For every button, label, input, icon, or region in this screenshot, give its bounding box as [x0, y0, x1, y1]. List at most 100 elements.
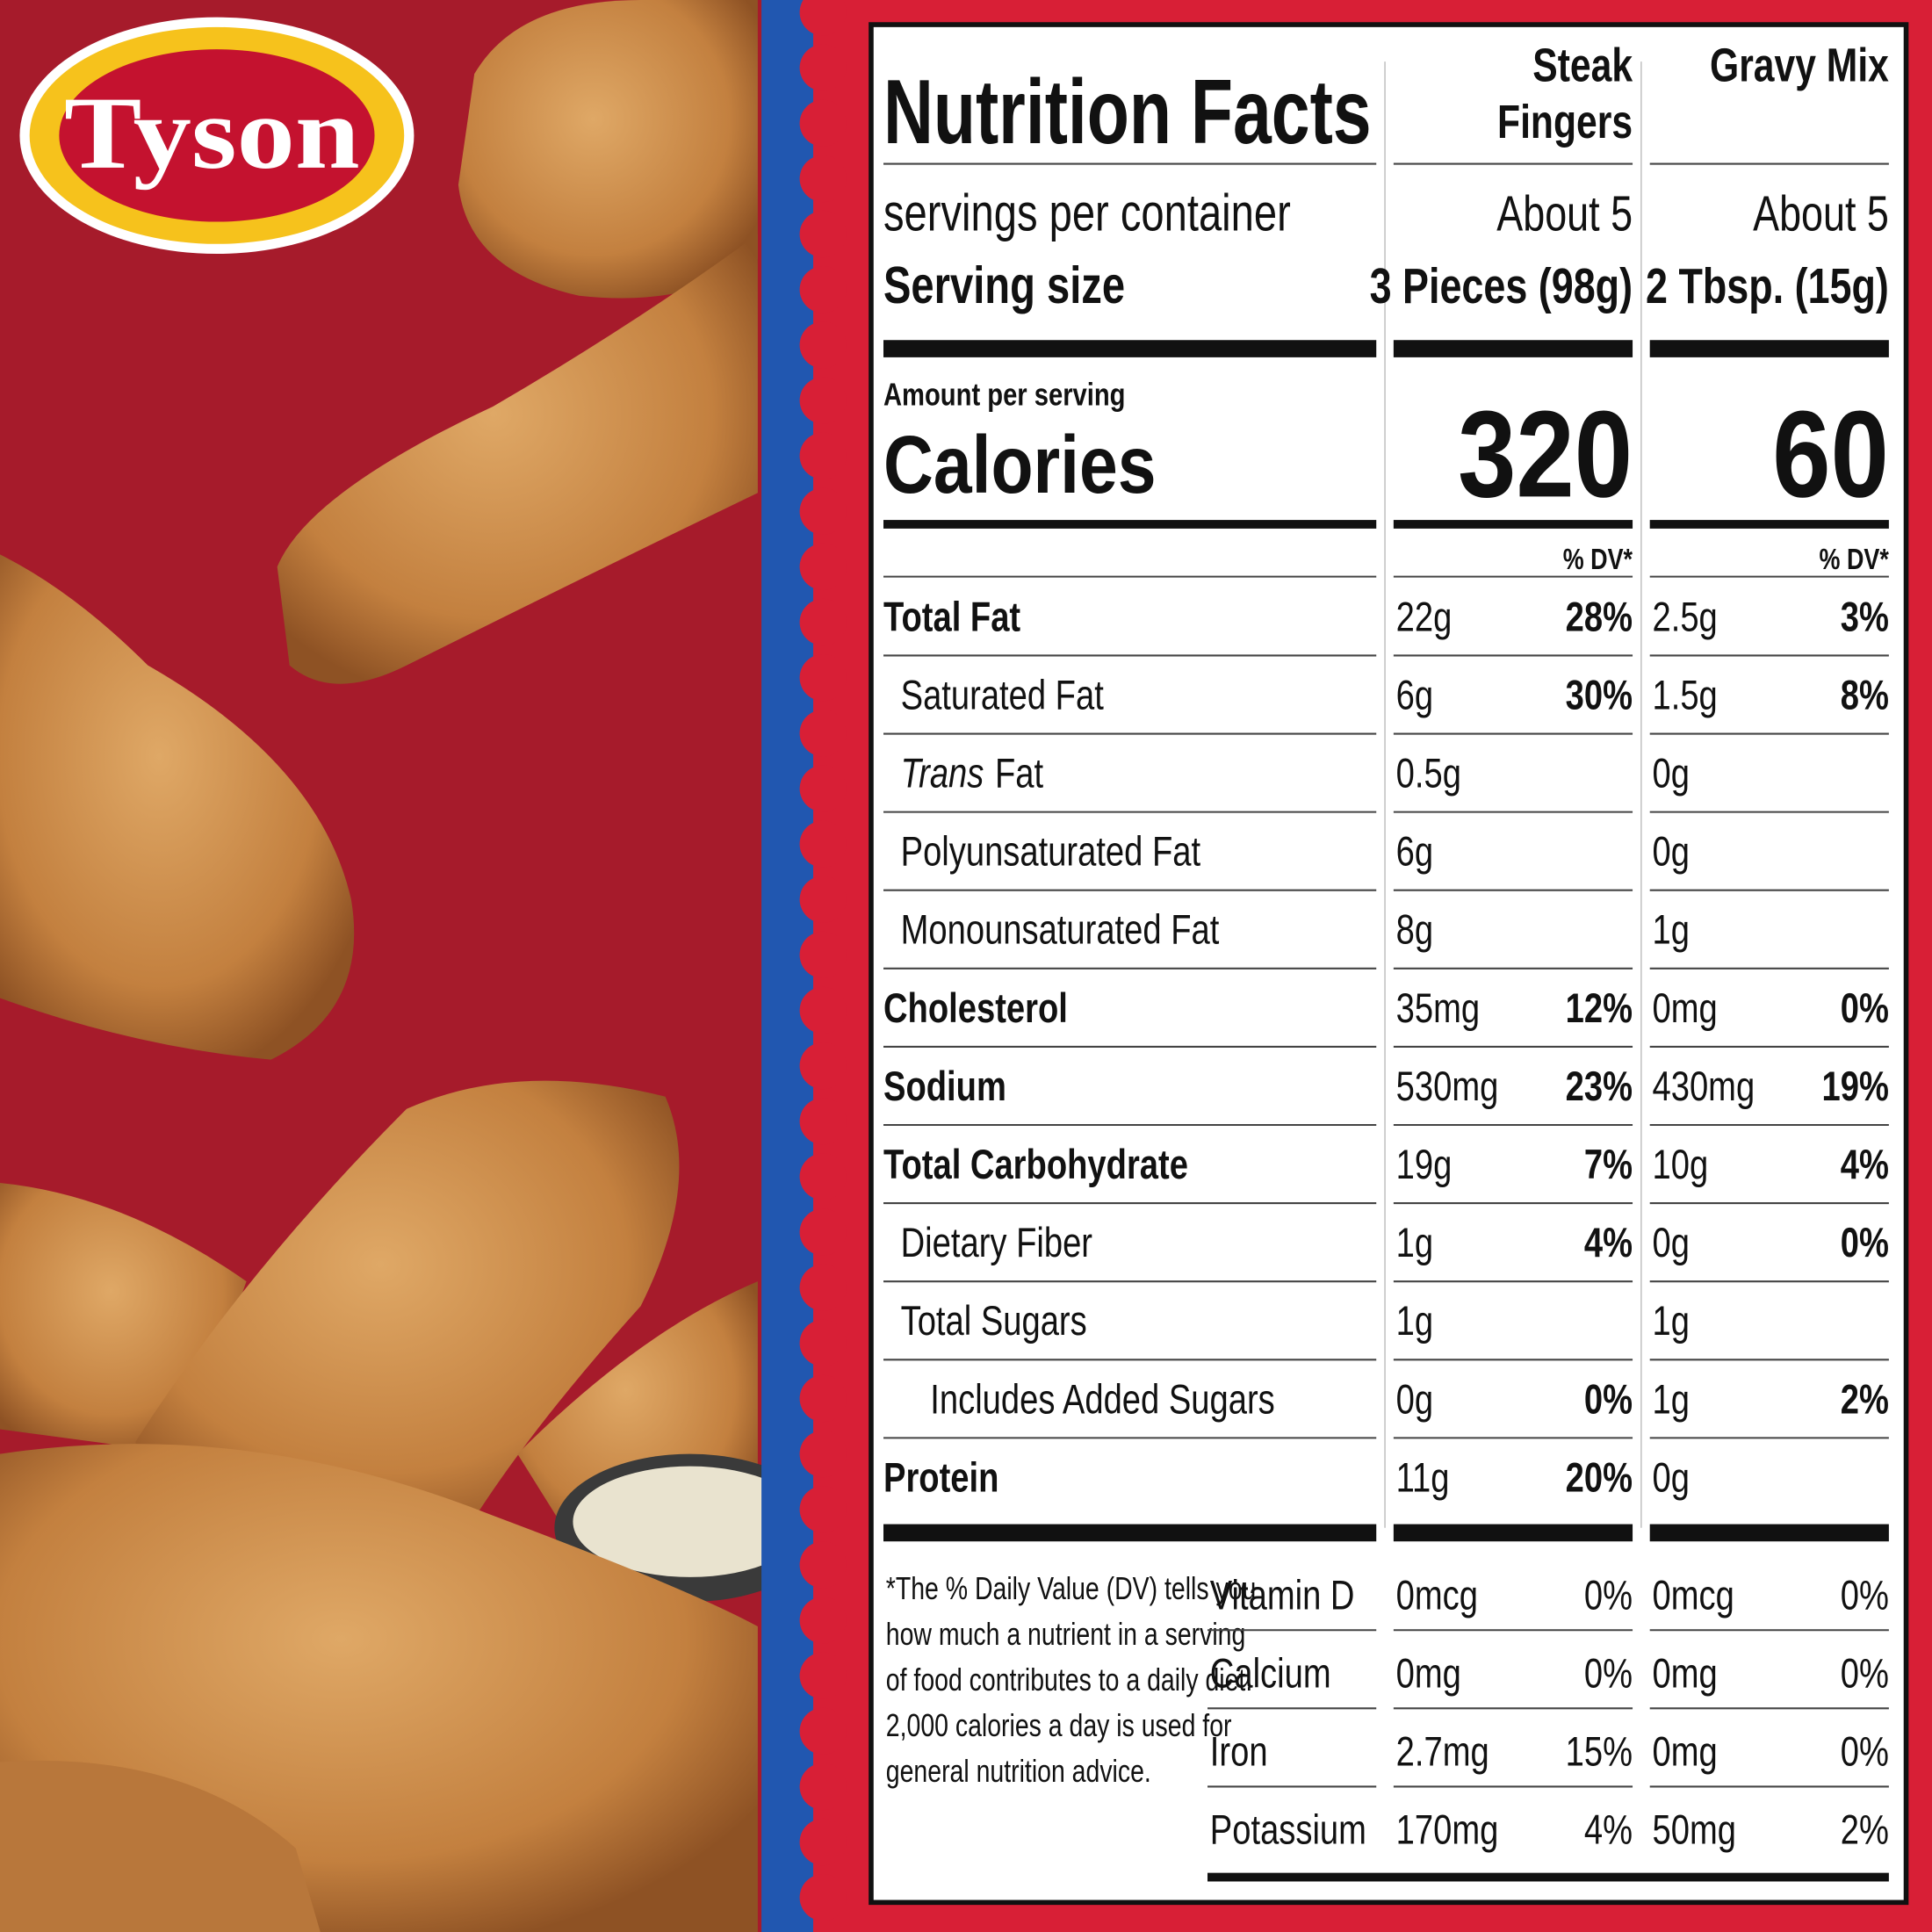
nutrient-amount: 35mg — [1396, 985, 1480, 1032]
scallop — [799, 1374, 847, 1423]
vitamin-name: Vitamin D — [1210, 1572, 1355, 1618]
thick-rule — [883, 1524, 1377, 1542]
nutrient-name: Fat — [995, 751, 1043, 797]
scallop — [799, 1264, 847, 1311]
nutrient-amount: 1g — [1396, 1298, 1433, 1344]
scallop — [799, 1874, 847, 1921]
scallop — [799, 0, 847, 36]
vitamin-name: Iron — [1210, 1729, 1268, 1776]
amount-per-serving: Amount per serving — [883, 376, 1126, 412]
nutrient-dv: 3% — [1841, 594, 1889, 640]
thick-rule — [1393, 1524, 1633, 1542]
scallop — [799, 820, 847, 868]
food-photo — [0, 0, 826, 1932]
thick-rule — [1208, 1872, 1889, 1882]
servings-value: About 5 — [1753, 186, 1889, 242]
nutrient-name: Total Carbohydrate — [883, 1142, 1188, 1188]
scallop — [799, 321, 847, 369]
nutrient-amount: 2.5g — [1653, 594, 1718, 640]
nutrient-name: Includes Added Sugars — [930, 1376, 1274, 1423]
scallop — [799, 44, 847, 91]
serving-size-value: 2 Tbsp. (15g) — [1646, 258, 1889, 314]
nutrient-amount: 1g — [1653, 1298, 1690, 1344]
serving-size-label: Serving size — [883, 257, 1125, 314]
nutrient-dv: 0% — [1584, 1376, 1633, 1423]
scallop — [799, 155, 847, 203]
nutrient-amount: 530mg — [1396, 1063, 1499, 1110]
nutrient-amount: 0.5g — [1396, 751, 1461, 797]
nutrient-amount: 1g — [1396, 1220, 1433, 1266]
nutrient-amount: 22g — [1396, 594, 1453, 640]
nutrient-dv: 4% — [1584, 1220, 1633, 1266]
scallop — [799, 377, 847, 424]
calories-label: Calories — [883, 420, 1157, 510]
footnote-line: general nutrition advice. — [886, 1752, 1151, 1788]
servings-label: servings per container — [883, 184, 1291, 242]
nutrient-amount: 11g — [1396, 1454, 1450, 1501]
scallop — [799, 710, 847, 757]
nutrient-dv: 8% — [1841, 672, 1889, 718]
nutrient-dv: 19% — [1822, 1063, 1889, 1110]
vitamin-name: Calcium — [1210, 1651, 1331, 1698]
scallop — [799, 543, 847, 591]
scallop — [799, 931, 847, 979]
thick-rule — [1393, 520, 1633, 529]
nutrient-amount: 1.5g — [1653, 672, 1718, 718]
product-name: Fingers — [1497, 97, 1633, 149]
nutrient-amount: 0g — [1653, 751, 1690, 797]
nutrient-amount: 19g — [1396, 1142, 1453, 1188]
nutrient-dv: 0% — [1841, 985, 1889, 1032]
nutrient-dv: 30% — [1566, 672, 1633, 718]
vitamin-dv: 4% — [1584, 1807, 1633, 1854]
nutrient-dv: 12% — [1566, 985, 1633, 1032]
vitamin-amount: 2.7mg — [1396, 1729, 1489, 1776]
nutrient-name: Polyunsaturated Fat — [901, 829, 1200, 876]
nutrition-label — [869, 22, 1909, 1906]
nutrient-amount: 0g — [1653, 1454, 1690, 1501]
scallop — [799, 99, 847, 147]
vitamin-dv: 0% — [1841, 1651, 1889, 1698]
vitamin-name: Potassium — [1210, 1807, 1366, 1854]
thick-rule — [1649, 340, 1889, 357]
nutrient-name: Protein — [883, 1454, 998, 1501]
nutrient-dv: 4% — [1841, 1142, 1889, 1188]
vitamin-amount: 170mg — [1396, 1807, 1499, 1854]
vitamin-dv: 0% — [1841, 1729, 1889, 1776]
vitamin-dv: 2% — [1841, 1807, 1889, 1854]
footnote-line: how much a nutrient in a serving — [886, 1616, 1246, 1652]
nutrient-dv: 7% — [1584, 1142, 1633, 1188]
nutrient-amount: 0g — [1653, 829, 1690, 876]
vitamin-dv: 0% — [1584, 1651, 1633, 1698]
scallop — [799, 1818, 847, 1866]
scallop — [799, 598, 847, 646]
scallop — [799, 986, 847, 1034]
thick-rule — [1393, 340, 1633, 357]
scallop — [799, 1042, 847, 1090]
dv-header: % DV* — [1820, 543, 1889, 576]
dv-header: % DV* — [1563, 543, 1633, 576]
scallop — [799, 1541, 847, 1589]
thick-rule — [1649, 520, 1889, 529]
nutrient-name: Saturated Fat — [901, 672, 1104, 718]
calories-value: 320 — [1458, 385, 1633, 523]
serving-size-value: 3 Pieces (98g) — [1370, 258, 1633, 314]
nutrient-amount: 1g — [1653, 907, 1690, 954]
nutrient-amount: 0mg — [1653, 985, 1718, 1032]
vitamin-dv: 15% — [1566, 1729, 1633, 1776]
vitamin-amount: 0mcg — [1653, 1572, 1734, 1618]
nutrient-name-italic: Trans — [901, 751, 984, 797]
thick-rule — [883, 340, 1377, 357]
vitamin-amount: 0mcg — [1396, 1572, 1478, 1618]
scallop — [799, 1319, 847, 1366]
scallop — [799, 1208, 847, 1256]
nutrient-amount: 10g — [1653, 1142, 1709, 1188]
nutrient-amount: 0g — [1653, 1220, 1690, 1266]
vitamin-amount: 0mg — [1653, 1651, 1718, 1698]
footnote-line: of food contributes to a daily diet. — [886, 1662, 1252, 1698]
servings-value: About 5 — [1496, 186, 1633, 242]
nutrient-dv: 23% — [1566, 1063, 1633, 1110]
nutrient-amount: 1g — [1653, 1376, 1690, 1423]
nutrient-name: Total Sugars — [901, 1298, 1087, 1344]
